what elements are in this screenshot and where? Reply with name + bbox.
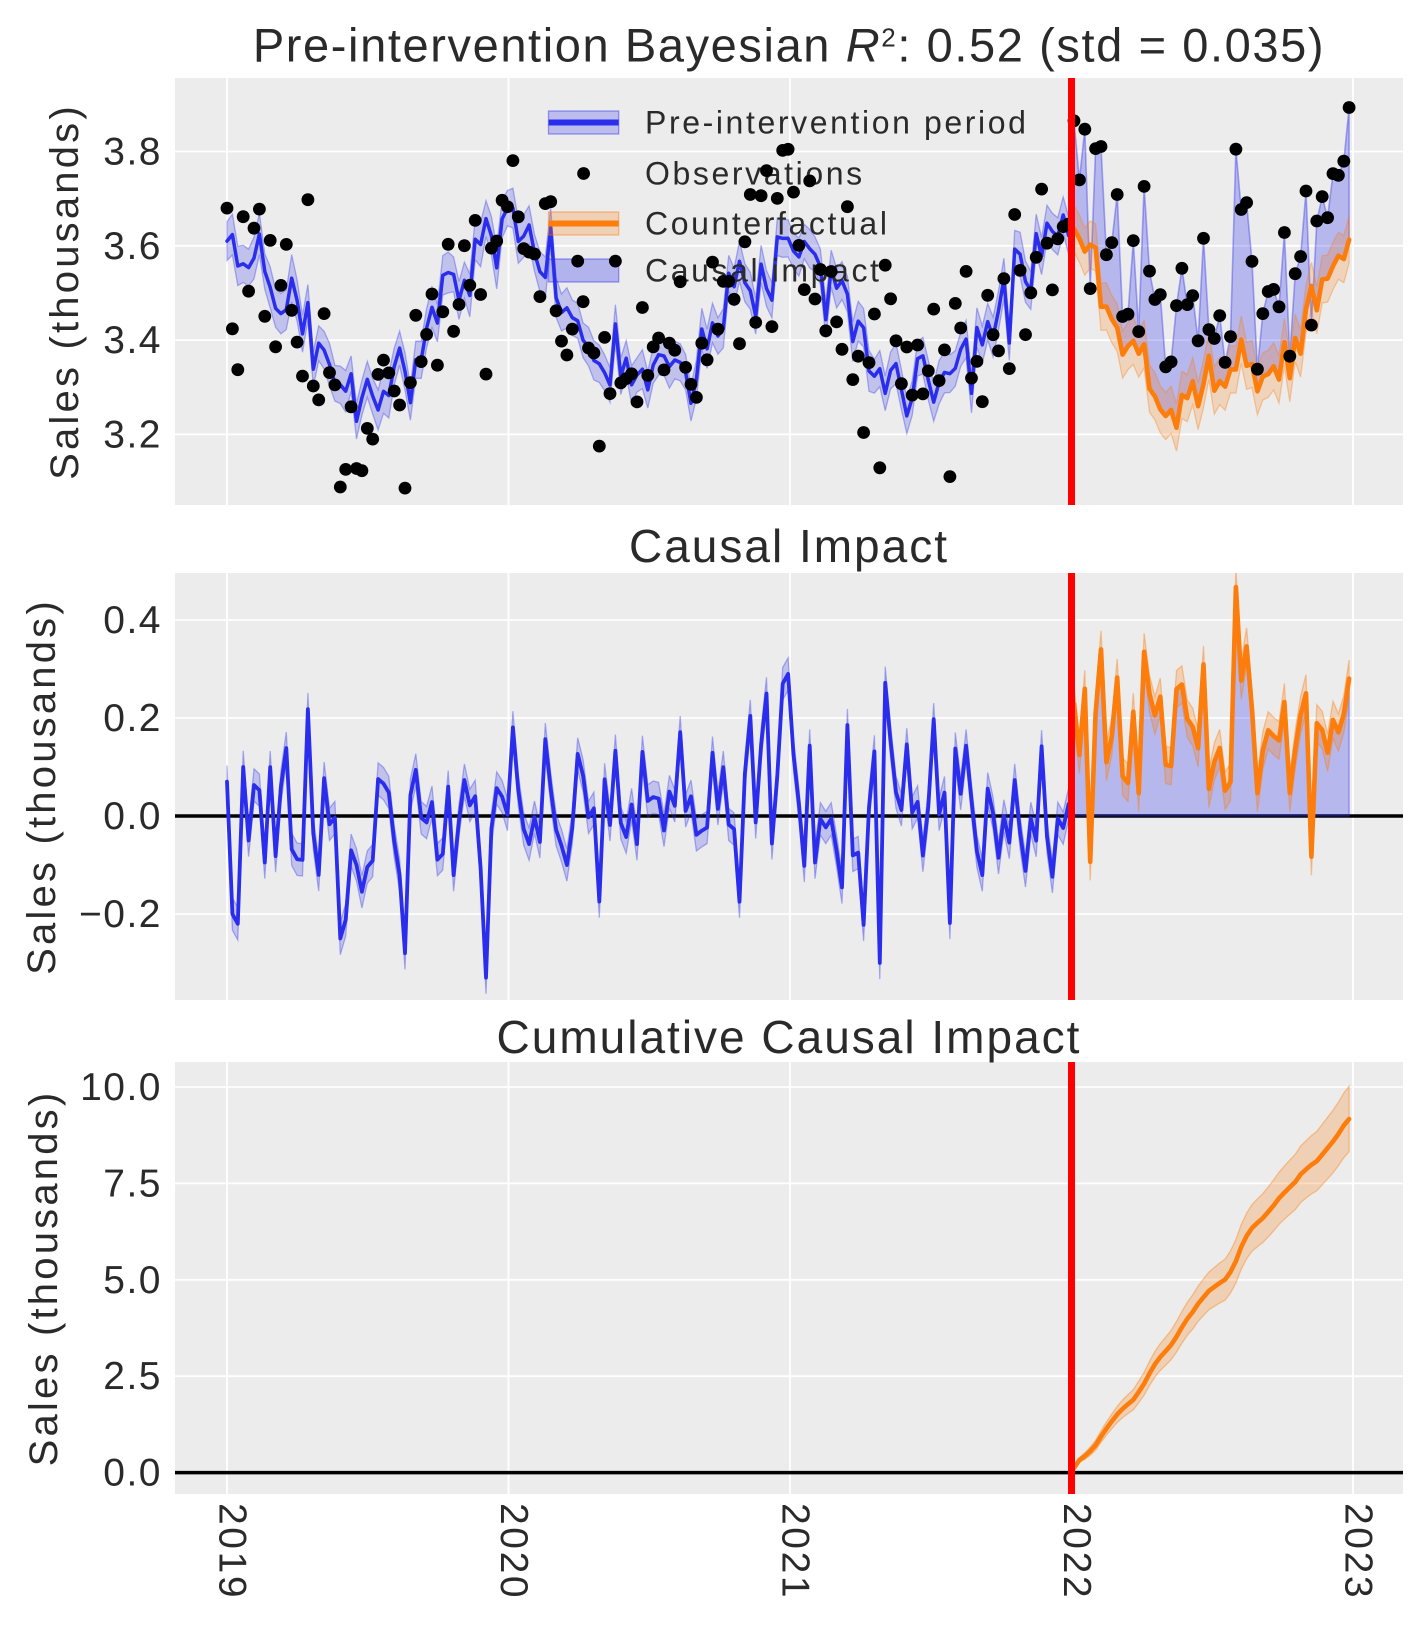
svg-text:0.2: 0.2 [103, 697, 162, 740]
svg-text:Pre-intervention Bayesian R2:: Pre-intervention Bayesian R2: 0.52 (std … [253, 19, 1325, 72]
svg-text:0.0: 0.0 [103, 795, 162, 838]
svg-text:0.0: 0.0 [103, 1452, 162, 1495]
svg-text:−0.2: −0.2 [79, 893, 162, 936]
svg-text:3.4: 3.4 [103, 319, 162, 362]
svg-text:Sales (thousands): Sales (thousands) [20, 598, 64, 975]
svg-text:3.6: 3.6 [103, 225, 162, 268]
svg-text:2021: 2021 [774, 1503, 817, 1600]
svg-text:Observations: Observations [645, 156, 865, 192]
svg-text:0.4: 0.4 [103, 599, 162, 642]
svg-text:7.5: 7.5 [103, 1162, 162, 1205]
svg-text:Causal Impact: Causal Impact [629, 520, 949, 572]
svg-text:2.5: 2.5 [103, 1355, 162, 1398]
svg-text:2023: 2023 [1337, 1503, 1380, 1600]
svg-text:Counterfactual: Counterfactual [645, 206, 890, 242]
svg-text:Pre-intervention period: Pre-intervention period [645, 105, 1029, 141]
svg-text:Cumulative Causal Impact: Cumulative Causal Impact [497, 1011, 1082, 1063]
svg-text:2019: 2019 [211, 1503, 254, 1600]
svg-text:2022: 2022 [1055, 1503, 1098, 1600]
svg-text:3.2: 3.2 [103, 413, 162, 456]
svg-text:Sales (thousands): Sales (thousands) [22, 1090, 66, 1467]
svg-text:2020: 2020 [492, 1503, 535, 1600]
svg-text:10.0: 10.0 [80, 1066, 162, 1109]
svg-text:5.0: 5.0 [103, 1259, 162, 1302]
svg-text:3.8: 3.8 [103, 131, 162, 174]
svg-text:Sales (thousands): Sales (thousands) [43, 103, 87, 480]
